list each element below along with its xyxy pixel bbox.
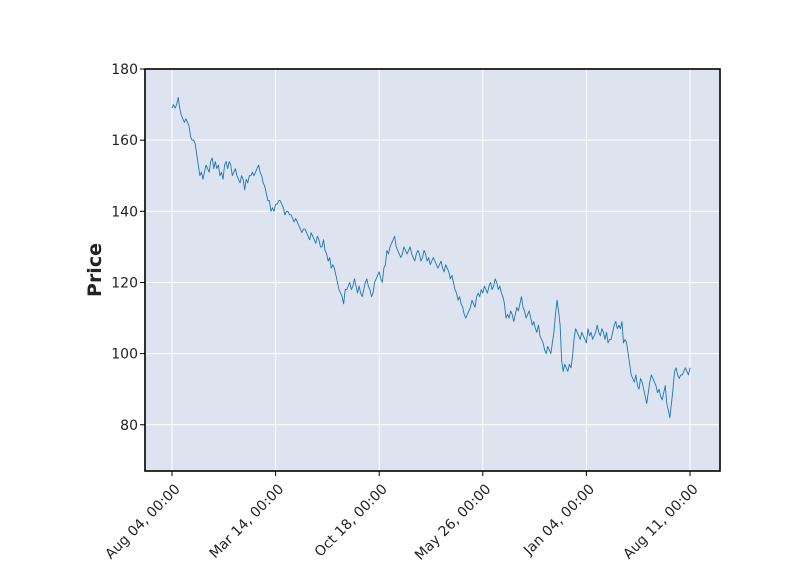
x-tick-label: Jan 04, 00:00 [520,481,598,559]
x-tick-label: Aug 11, 00:00 [620,481,701,562]
y-tick-label: 120 [111,275,138,291]
y-axis-label: Price [84,243,106,297]
y-tick-label: 160 [111,133,138,149]
x-tick-label: May 26, 00:00 [412,481,494,563]
x-tick-label: Mar 14, 00:00 [207,481,288,562]
y-tick-label: 180 [111,62,138,78]
x-tick-label: Aug 04, 00:00 [102,481,183,562]
y-tick-label: 140 [111,204,138,220]
x-tick-label: Oct 18, 00:00 [312,481,391,560]
plot-background [145,69,720,471]
y-tick-label: 80 [120,418,138,434]
y-tick-label: 100 [111,347,138,363]
plot-frame [144,68,721,472]
series-line-price [171,97,691,419]
